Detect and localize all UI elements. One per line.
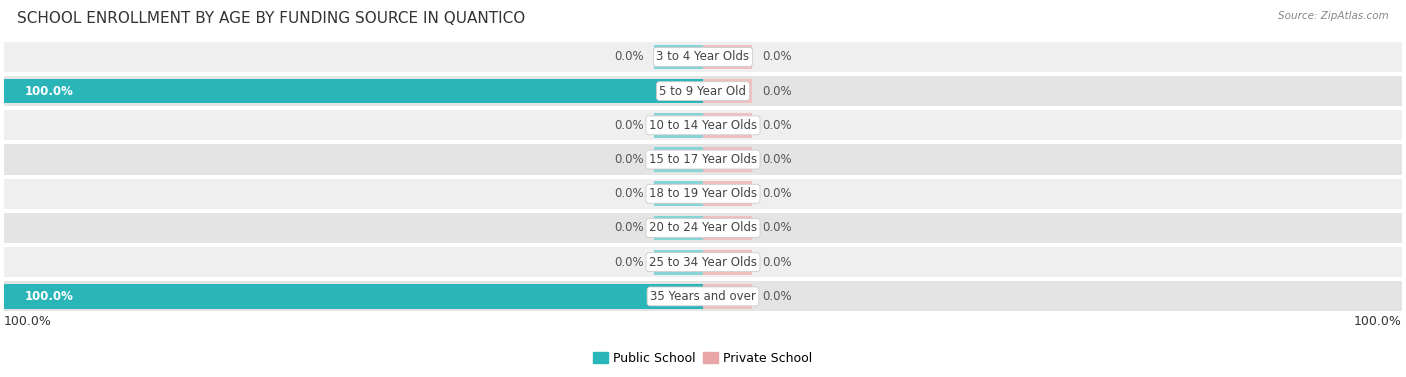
Text: 0.0%: 0.0%	[762, 187, 792, 200]
Text: 0.0%: 0.0%	[762, 290, 792, 303]
Text: 100.0%: 100.0%	[25, 290, 75, 303]
Bar	[654, 44, 703, 69]
Bar	[4, 42, 1402, 72]
Bar	[703, 44, 752, 69]
Text: 0.0%: 0.0%	[614, 256, 644, 269]
Bar	[703, 284, 752, 309]
Text: 100.0%: 100.0%	[25, 84, 75, 98]
Text: 100.0%: 100.0%	[4, 315, 52, 328]
Bar	[654, 250, 703, 274]
Legend: Public School, Private School: Public School, Private School	[588, 347, 818, 370]
Text: 10 to 14 Year Olds: 10 to 14 Year Olds	[650, 119, 756, 132]
Text: Source: ZipAtlas.com: Source: ZipAtlas.com	[1278, 11, 1389, 21]
Bar	[654, 216, 703, 240]
Bar	[4, 247, 1402, 277]
Text: 0.0%: 0.0%	[614, 51, 644, 63]
Text: SCHOOL ENROLLMENT BY AGE BY FUNDING SOURCE IN QUANTICO: SCHOOL ENROLLMENT BY AGE BY FUNDING SOUR…	[17, 11, 524, 26]
Text: 15 to 17 Year Olds: 15 to 17 Year Olds	[650, 153, 756, 166]
Text: 0.0%: 0.0%	[762, 84, 792, 98]
Bar	[703, 216, 752, 240]
Bar	[4, 213, 1402, 243]
Text: 20 to 24 Year Olds: 20 to 24 Year Olds	[650, 221, 756, 234]
Text: 0.0%: 0.0%	[762, 51, 792, 63]
Text: 0.0%: 0.0%	[614, 153, 644, 166]
Text: 5 to 9 Year Old: 5 to 9 Year Old	[659, 84, 747, 98]
Text: 100.0%: 100.0%	[1354, 315, 1402, 328]
Text: 0.0%: 0.0%	[762, 221, 792, 234]
Bar	[4, 144, 1402, 175]
Bar	[4, 79, 703, 103]
Bar	[4, 179, 1402, 209]
Text: 35 Years and over: 35 Years and over	[650, 290, 756, 303]
Text: 0.0%: 0.0%	[762, 256, 792, 269]
Bar	[654, 147, 703, 172]
Text: 3 to 4 Year Olds: 3 to 4 Year Olds	[657, 51, 749, 63]
Bar	[654, 181, 703, 206]
Bar	[654, 113, 703, 138]
Bar	[703, 181, 752, 206]
Text: 0.0%: 0.0%	[614, 221, 644, 234]
Bar	[703, 113, 752, 138]
Bar	[703, 79, 752, 103]
Text: 18 to 19 Year Olds: 18 to 19 Year Olds	[650, 187, 756, 200]
Bar	[703, 250, 752, 274]
Text: 0.0%: 0.0%	[762, 119, 792, 132]
Text: 0.0%: 0.0%	[762, 153, 792, 166]
Text: 0.0%: 0.0%	[614, 119, 644, 132]
Text: 25 to 34 Year Olds: 25 to 34 Year Olds	[650, 256, 756, 269]
Bar	[4, 284, 703, 309]
Text: 0.0%: 0.0%	[614, 187, 644, 200]
Bar	[4, 281, 1402, 311]
Bar	[4, 76, 1402, 106]
Bar	[4, 110, 1402, 140]
Bar	[703, 147, 752, 172]
